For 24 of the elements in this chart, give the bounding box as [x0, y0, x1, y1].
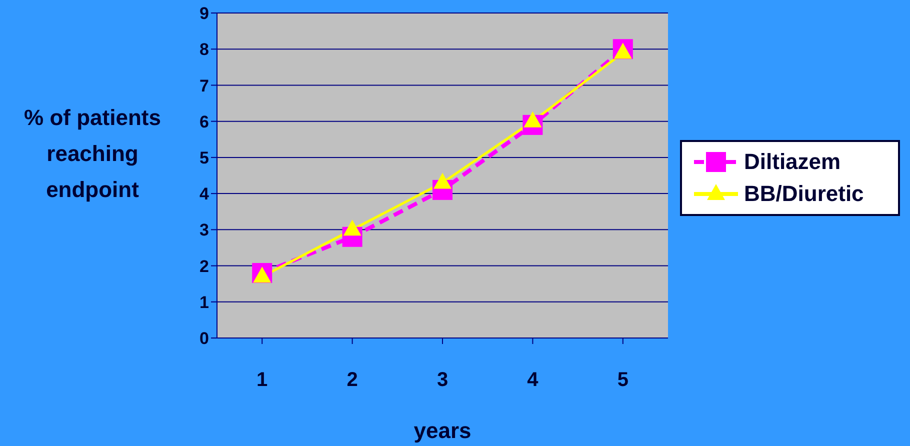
- y-tick-label: 4: [200, 184, 210, 204]
- point: [434, 172, 452, 189]
- point: [524, 111, 542, 128]
- point: [614, 42, 632, 59]
- x-axis-title: years: [414, 418, 472, 443]
- x-tick-label: 4: [527, 369, 540, 392]
- y-tick-label: 5: [200, 148, 209, 168]
- y-tick-label: 9: [200, 4, 209, 24]
- y-tick-label: 0: [200, 329, 209, 348]
- point: [253, 266, 272, 283]
- y-tick-label: 6: [200, 112, 209, 132]
- y-tick-label: 7: [200, 76, 209, 96]
- x-tick-label: 2: [346, 369, 358, 392]
- x-tick-label: 1: [256, 369, 268, 392]
- x-tick-label: 3: [436, 369, 448, 392]
- y-tick-label: 1: [200, 292, 209, 312]
- y-tick-label: 3: [200, 220, 209, 240]
- y-tick-label: 8: [200, 40, 209, 60]
- legend-label: Diltiazem: [744, 148, 841, 176]
- point: [343, 220, 362, 236]
- y-tick-label: 2: [200, 256, 209, 276]
- y-axis-title: % of patients reaching endpoint: [23, 104, 162, 204]
- legend-label: BB/Diuretic: [744, 180, 864, 208]
- x-tick-label: 5: [617, 369, 628, 392]
